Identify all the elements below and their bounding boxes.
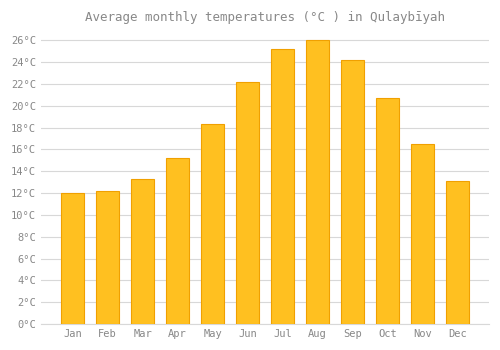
- Bar: [96, 191, 119, 324]
- Title: Average monthly temperatures (°C ) in Qulaybīyah: Average monthly temperatures (°C ) in Qu…: [85, 11, 445, 24]
- Bar: [376, 98, 398, 324]
- Bar: [446, 181, 468, 324]
- Bar: [236, 82, 259, 324]
- Bar: [411, 144, 434, 324]
- Bar: [306, 40, 328, 324]
- Bar: [62, 193, 84, 324]
- Bar: [166, 158, 189, 324]
- Bar: [201, 124, 224, 324]
- Bar: [341, 60, 363, 324]
- Bar: [271, 49, 294, 324]
- Bar: [131, 179, 154, 324]
